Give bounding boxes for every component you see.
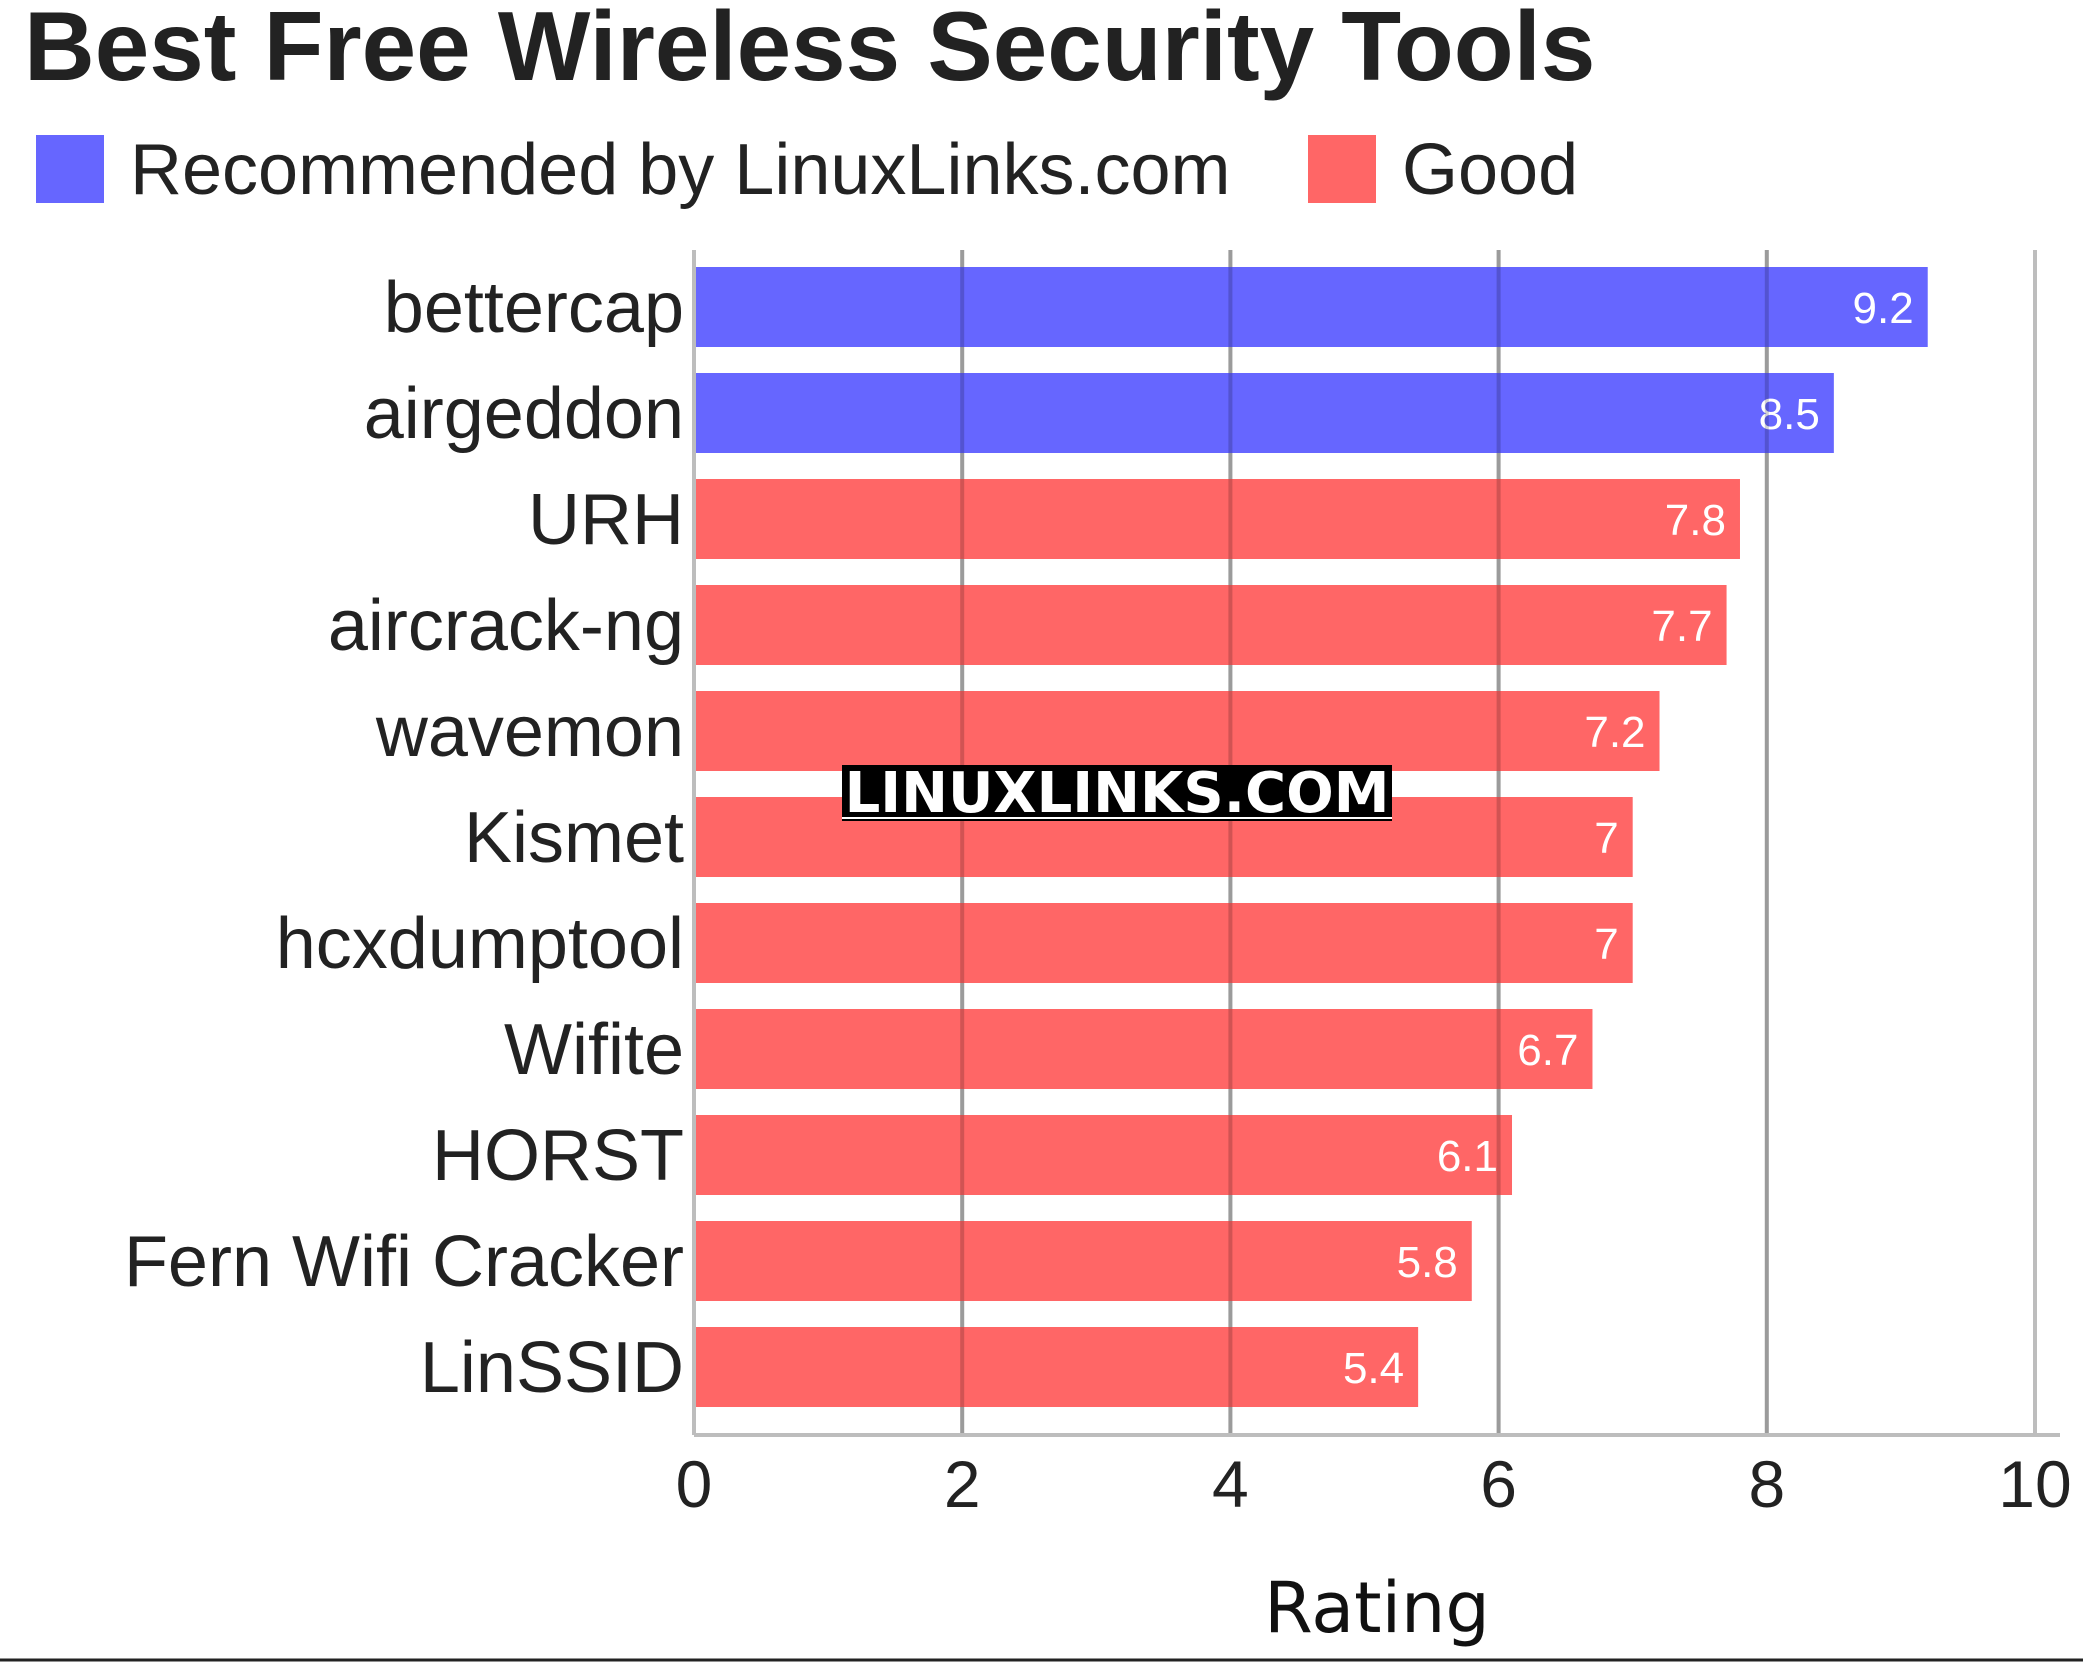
category-label-0: bettercap	[384, 268, 684, 348]
watermark-bg	[842, 765, 1392, 821]
legend: Recommended by LinuxLinks.com Good	[36, 130, 1578, 210]
category-label-3: aircrack-ng	[328, 586, 684, 666]
bar-7	[694, 1009, 1593, 1089]
category-label-2: URH	[528, 480, 684, 560]
axes: 0 2 4 6 8 10	[676, 250, 2072, 1521]
value-label-8: 6.1	[1437, 1132, 1498, 1181]
x-tick-label-4: 8	[1748, 1447, 1785, 1521]
category-label-1: airgeddon	[364, 374, 684, 454]
category-label-9: Fern Wifi Cracker	[124, 1222, 684, 1302]
value-label-4: 7.2	[1584, 708, 1645, 757]
bar-3	[694, 585, 1727, 665]
value-label-3: 7.7	[1651, 602, 1712, 651]
value-label-7: 6.7	[1517, 1026, 1578, 1075]
bar-9	[694, 1221, 1472, 1301]
value-label-0: 9.2	[1853, 284, 1914, 333]
x-tick-label-5: 10	[1998, 1447, 2071, 1521]
watermark: LINUXLINKS.COM	[842, 761, 1392, 826]
value-label-9: 5.8	[1397, 1238, 1458, 1287]
legend-label-1: Good	[1402, 130, 1578, 210]
category-label-5: Kismet	[464, 798, 684, 878]
legend-swatch-1	[1308, 135, 1376, 203]
value-label-2: 7.8	[1665, 496, 1726, 545]
x-axis-title: Rating	[1264, 1567, 1490, 1649]
bar-0	[694, 267, 1928, 347]
bar-8	[694, 1115, 1513, 1195]
x-tick-label-0: 0	[676, 1447, 713, 1521]
category-label-10: LinSSID	[420, 1328, 684, 1408]
bar-6	[694, 903, 1633, 983]
category-label-4: wavemon	[375, 692, 684, 772]
watermark-text: LINUXLINKS.COM	[845, 761, 1390, 826]
chart-title: Best Free Wireless Security Tools	[24, 0, 1595, 101]
bar-4	[694, 691, 1660, 771]
x-tick-label-3: 6	[1480, 1447, 1517, 1521]
legend-label-0: Recommended by LinuxLinks.com	[130, 130, 1231, 210]
bar-10	[694, 1327, 1419, 1407]
bar-2	[694, 479, 1740, 559]
category-label-6: hcxdumptool	[276, 904, 684, 984]
x-tick-label-2: 4	[1212, 1447, 1249, 1521]
category-label-8: HORST	[432, 1116, 684, 1196]
legend-swatch-0	[36, 135, 104, 203]
value-label-5: 7	[1594, 814, 1618, 863]
category-label-7: Wifite	[504, 1010, 684, 1090]
value-label-6: 7	[1594, 920, 1618, 969]
x-tick-label-1: 2	[944, 1447, 981, 1521]
value-label-1: 8.5	[1759, 390, 1820, 439]
value-label-10: 5.4	[1343, 1344, 1404, 1393]
bars: bettercap 9.2 airgeddon 8.5 URH 7.8 aircrack-n…	[124, 250, 1928, 1435]
bar-1	[694, 373, 1834, 453]
